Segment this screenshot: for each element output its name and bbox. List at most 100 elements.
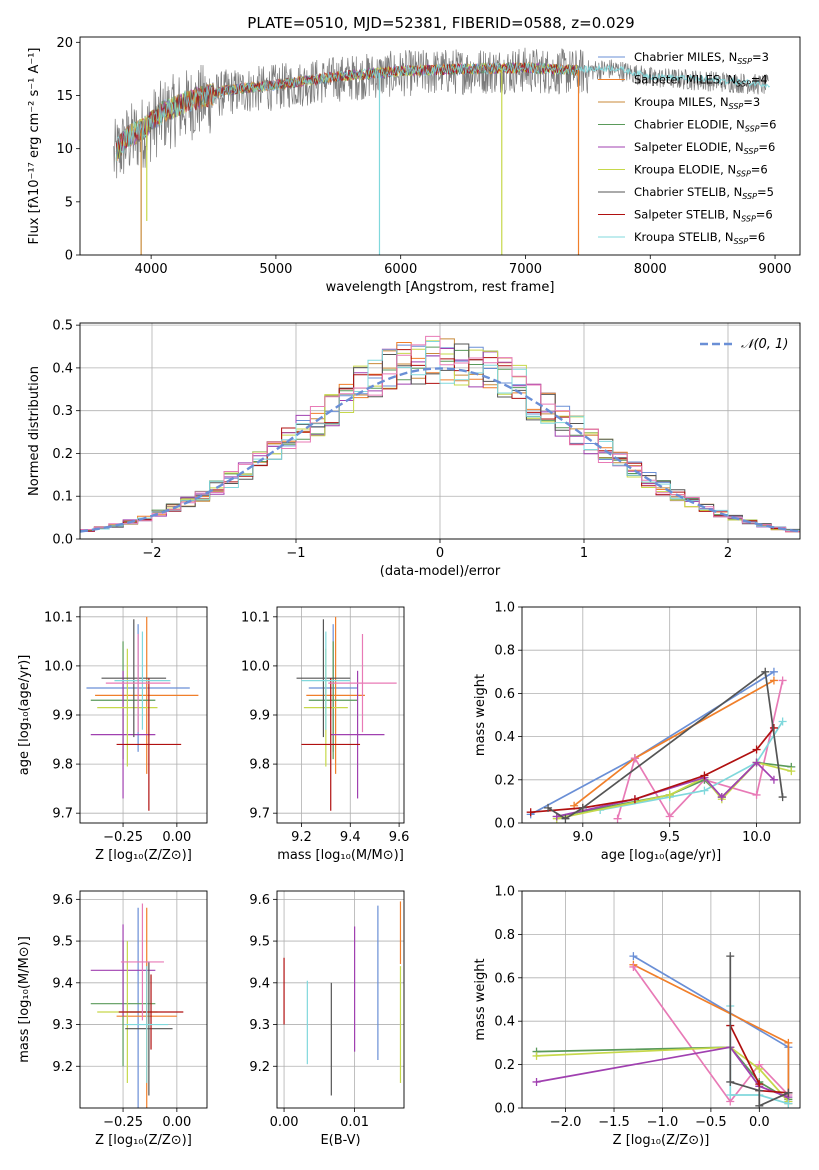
y-tick-label: 9.7 <box>249 807 270 822</box>
plus-marker <box>769 775 778 784</box>
plus-marker <box>578 803 587 812</box>
legend-entry-sub: SSP <box>741 215 756 224</box>
x-tick-label: 0.00 <box>162 1115 191 1130</box>
legend-entry-label: Kroupa MILES, NSSP=3 <box>634 95 760 111</box>
x-tick-label: −1 <box>286 546 305 561</box>
legend-entry-tail: =4 <box>751 73 768 87</box>
y-tick-label: 9.4 <box>52 976 73 991</box>
y-tick-label: 9.9 <box>52 709 73 724</box>
plus-marker <box>752 758 761 767</box>
x-tick-label: 0.01 <box>340 1115 369 1130</box>
axes-frame <box>79 890 208 1109</box>
y-tick-label: 20 <box>56 36 73 51</box>
x-axis-label: Z [log₁₀(Z/Z⊙)] <box>95 848 192 863</box>
y-tick-label: 9.6 <box>249 893 270 908</box>
y-tick-label: 9.5 <box>52 935 73 950</box>
plot-area-weight_vs_Z <box>532 952 793 1108</box>
y-axis-label: mass weight <box>473 674 488 756</box>
panel-age_vs_Z: −0.25 0.00 9.7 9.8 9.9 10.0 10.1 Z [log₁₀(Z/Z⊙)… <box>17 606 208 863</box>
legend-entry-label: Salpeter ELODIE, NSSP=6 <box>634 140 775 156</box>
legend-entry-tail: =5 <box>757 185 774 199</box>
y-tick-label: 9.5 <box>249 935 270 950</box>
y-tick-label: 9.8 <box>52 758 73 773</box>
legend-entry-sub: SSP <box>736 80 751 89</box>
legend-entry-label: Salpeter STELIB, NSSP=6 <box>634 208 773 224</box>
plus-marker <box>784 1099 793 1108</box>
x-axis-label: Z [log₁₀(Z/Z⊙)] <box>95 1133 192 1148</box>
plot-area-mass_vs_Z <box>90 903 184 1108</box>
x-tick-label: −0.25 <box>103 830 143 845</box>
y-tick-label: 1.0 <box>494 601 515 616</box>
legend-entry-tail: =6 <box>756 208 773 222</box>
axes-frame <box>521 890 801 1109</box>
x-tick-label: 4000 <box>135 262 168 277</box>
y-tick-label: 9.7 <box>52 807 73 822</box>
plus-marker <box>755 1101 764 1108</box>
y-tick-label: 0.3 <box>52 404 73 419</box>
plus-marker <box>726 952 735 961</box>
x-tick-label: 6000 <box>384 262 417 277</box>
plus-marker <box>665 812 674 821</box>
legend-entry-tail: =3 <box>752 50 769 64</box>
axes-frame <box>276 606 405 824</box>
x-tick-label: 9.5 <box>659 830 680 845</box>
axes-frame <box>521 606 801 824</box>
legend-entry-tail: =3 <box>743 95 760 109</box>
plus-marker <box>613 814 622 823</box>
panel-weight_vs_Z: −2.0 −1.5 −1.0 −0.5 0.0 0.0 0.2 0.4 0.6 0.8 1.0 Z [… <box>473 885 801 1148</box>
y-axis-label: mass [log₁₀(M/M⊙)] <box>17 936 32 1063</box>
mass-weight-line <box>536 1046 790 1103</box>
plus-marker <box>755 1064 764 1073</box>
panel-mass_vs_ebv: 0.00 0.01 9.2 9.3 9.4 9.5 9.6 E(B-V) <box>249 890 405 1148</box>
plus-marker <box>755 1086 764 1095</box>
y-tick-label: 0 <box>65 249 73 264</box>
legend-entry-tail: =6 <box>760 118 777 132</box>
plus-marker <box>700 771 709 780</box>
legend-entry-label: Salpeter MILES, NSSP=4 <box>634 73 768 89</box>
axes-frame <box>79 36 801 256</box>
x-tick-label: −2 <box>142 546 161 561</box>
y-tick-label: 9.3 <box>249 1018 270 1033</box>
legend-entry-base: Salpeter STELIB, N <box>634 208 741 222</box>
panel-mass_vs_Z: −0.25 0.00 9.2 9.3 9.4 9.5 9.6 Z [log₁₀(Z/Z⊙)] m… <box>17 890 208 1148</box>
y-tick-label: 0.0 <box>52 533 73 548</box>
plus-marker <box>700 786 709 795</box>
plot-area-mass_vs_ebv <box>283 901 402 1096</box>
y-tick-label: 9.9 <box>249 709 270 724</box>
plot-area-residuals <box>80 335 800 533</box>
y-tick-label: 0.4 <box>494 730 515 745</box>
plus-marker <box>784 1038 793 1047</box>
x-tick-label: 0.00 <box>162 830 191 845</box>
legend-entry-base: Salpeter ELODIE, N <box>634 140 744 154</box>
legend-entry-sub: SSP <box>737 57 752 66</box>
plot-area-spectrum <box>113 47 771 255</box>
legend-entry-sub: SSP <box>744 147 759 156</box>
panel-spectrum: 4000 5000 6000 7000 8000 9000 0 5 10 15 20 waveleng… <box>27 36 801 295</box>
x-axis-label: E(B-V) <box>320 1133 360 1148</box>
legend-entry-base: Chabrier ELODIE, N <box>634 118 745 132</box>
x-tick-label: −0.5 <box>695 1115 727 1130</box>
y-tick-label: 9.6 <box>52 893 73 908</box>
x-axis-label: Z [log₁₀(Z/Z⊙)] <box>613 1133 710 1148</box>
x-tick-label: 2 <box>724 546 732 561</box>
legend-entry-label: 𝒩(0, 1) <box>741 337 788 352</box>
plus-marker <box>717 793 726 802</box>
plus-marker <box>726 1077 735 1086</box>
y-axis-label: Normed distribution <box>27 366 42 496</box>
axes-frame <box>79 606 208 824</box>
y-tick-label: 0.2 <box>494 1058 515 1073</box>
legend-entry-tail: =6 <box>758 140 775 154</box>
y-axis-label: Flux [fλ10⁻¹⁷ erg cm⁻² s⁻¹ A⁻¹] <box>27 48 42 245</box>
panel-residuals: −2 −1 0 1 2 0.0 0.1 0.2 0.3 0.4 0.5 (data-model)/er… <box>27 319 801 579</box>
x-tick-label: 8000 <box>634 262 667 277</box>
y-tick-label: 1.0 <box>494 885 515 900</box>
y-tick-label: 10 <box>56 142 73 157</box>
legend-entry-tail: =6 <box>748 230 765 244</box>
y-tick-label: 9.2 <box>249 1060 270 1075</box>
plus-marker <box>544 803 553 812</box>
y-tick-label: 0.8 <box>494 928 515 943</box>
model-spectrum-line <box>578 64 771 89</box>
gaussian-reference-line <box>80 367 800 533</box>
y-axis-label: age [log₁₀(age/yr)] <box>17 655 32 776</box>
legend-entry-label: Chabrier ELODIE, NSSP=6 <box>634 118 776 134</box>
